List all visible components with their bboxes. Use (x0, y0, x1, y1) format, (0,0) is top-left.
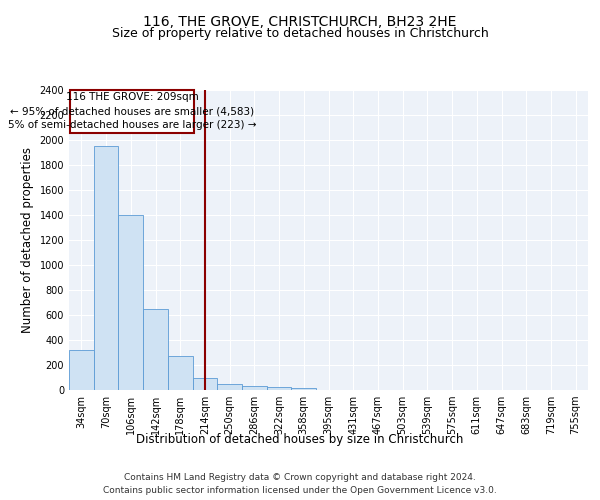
Text: 116 THE GROVE: 209sqm
← 95% of detached houses are smaller (4,583)
5% of semi-de: 116 THE GROVE: 209sqm ← 95% of detached … (8, 92, 256, 130)
Bar (217, 384, 242, 390)
Bar (193, 378, 217, 390)
Y-axis label: Number of detached properties: Number of detached properties (21, 147, 34, 333)
Bar (118, 215, 143, 390)
Bar (292, 388, 316, 390)
Bar (242, 386, 267, 390)
Text: Contains HM Land Registry data © Crown copyright and database right 2024.: Contains HM Land Registry data © Crown c… (124, 472, 476, 482)
Bar (168, 356, 193, 390)
Text: Contains public sector information licensed under the Open Government Licence v3: Contains public sector information licen… (103, 486, 497, 495)
Bar (143, 308, 168, 390)
Text: Size of property relative to detached houses in Christchurch: Size of property relative to detached ho… (112, 28, 488, 40)
FancyBboxPatch shape (70, 90, 194, 132)
Bar (94, 146, 118, 390)
Bar (267, 387, 292, 390)
Bar (69, 350, 94, 390)
Text: 116, THE GROVE, CHRISTCHURCH, BH23 2HE: 116, THE GROVE, CHRISTCHURCH, BH23 2HE (143, 15, 457, 29)
Text: Distribution of detached houses by size in Christchurch: Distribution of detached houses by size … (136, 432, 464, 446)
